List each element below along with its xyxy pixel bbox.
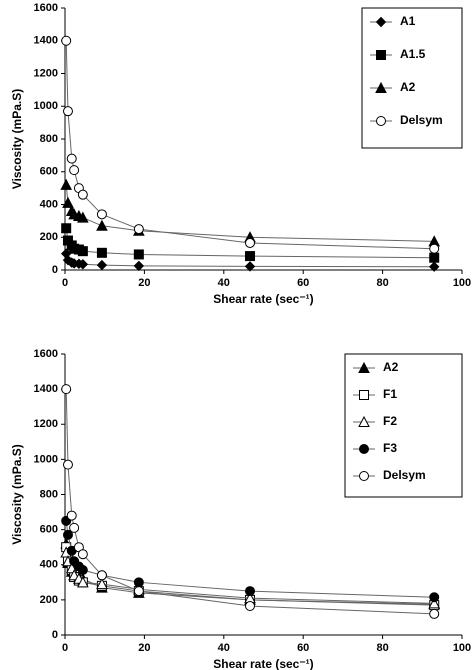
y-tick-label: 0 [52,264,58,276]
marker [133,577,144,588]
marker [133,260,145,272]
legend-label: F3 [383,441,397,455]
marker [96,247,107,258]
marker [96,209,107,220]
series-line [65,520,435,598]
marker [77,576,89,588]
x-tick-label: 100 [453,642,471,654]
y-tick-label: 400 [40,559,58,571]
marker [96,570,107,581]
x-tick-label: 0 [62,277,68,289]
marker [66,510,77,521]
y-tick-label: 1600 [34,348,58,360]
legend-marker [359,444,369,454]
marker [133,224,144,235]
legend-label: A2 [383,360,399,374]
x-tick-label: 80 [376,642,388,654]
y-tick-label: 600 [40,166,58,178]
y-tick-label: 1200 [34,418,58,430]
marker [77,565,88,576]
legend-label: F2 [383,414,397,428]
marker [96,219,108,231]
legend-label: Delsym [383,468,426,482]
marker [62,459,73,470]
x-tick-label: 40 [218,642,230,654]
legend-marker [375,16,387,28]
marker [77,549,88,560]
x-tick-label: 100 [453,277,471,289]
marker [244,261,256,272]
marker [61,384,72,395]
marker [61,35,72,46]
marker [77,259,89,270]
marker [61,223,72,234]
marker [77,189,88,200]
y-tick-label: 200 [40,231,58,243]
x-tick-label: 60 [297,277,309,289]
y-axis-label: Viscosity (mPa.S) [10,444,24,545]
y-axis-label: Viscosity (mPa.S) [10,89,24,190]
marker [133,586,144,597]
marker [77,211,89,223]
x-tick-label: 20 [138,277,150,289]
marker [429,608,440,619]
marker [96,259,108,271]
marker [428,597,441,609]
legend-marker [359,471,369,481]
x-tick-label: 40 [218,277,230,289]
marker [69,165,80,176]
x-tick-label: 20 [138,642,150,654]
marker [62,196,74,208]
y-tick-label: 800 [40,133,58,145]
legend-marker [358,415,370,427]
legend-marker [375,81,387,93]
marker [429,252,440,263]
y-tick-label: 1400 [34,35,58,47]
marker [62,106,73,117]
y-tick-label: 0 [52,629,58,641]
x-tick-label: 80 [376,277,388,289]
marker [245,586,256,597]
marker [245,237,256,248]
y-tick-label: 1000 [34,100,58,112]
x-tick-label: 0 [62,642,68,654]
y-tick-label: 800 [40,488,58,500]
legend-marker [376,50,386,60]
legend-label: A2 [400,80,416,94]
y-tick-label: 400 [40,198,58,210]
legend-label: A1.5 [400,47,426,61]
marker [429,592,440,603]
marker [429,261,440,272]
marker [60,178,73,190]
x-tick-label: 60 [297,642,309,654]
y-tick-label: 600 [40,524,58,536]
legend-label: A1 [400,14,416,28]
y-tick-label: 1000 [34,453,58,465]
marker [77,246,88,257]
marker [133,249,144,260]
legend-marker [358,361,370,373]
marker [429,243,440,254]
y-tick-label: 1400 [34,383,58,395]
x-axis-label: Shear rate (sec⁻¹) [213,292,313,306]
marker [245,601,256,612]
marker [245,251,256,262]
legend-label: F1 [383,387,397,401]
marker [62,529,73,540]
marker [66,153,77,164]
legend-marker [359,390,369,400]
marker [69,522,80,533]
y-tick-label: 200 [40,594,58,606]
legend-marker [376,116,386,126]
legend-label: Delsym [400,113,443,127]
y-tick-label: 1200 [34,67,58,79]
x-axis-label: Shear rate (sec⁻¹) [213,657,313,670]
marker [96,577,108,590]
y-tick-label: 1600 [34,2,58,14]
